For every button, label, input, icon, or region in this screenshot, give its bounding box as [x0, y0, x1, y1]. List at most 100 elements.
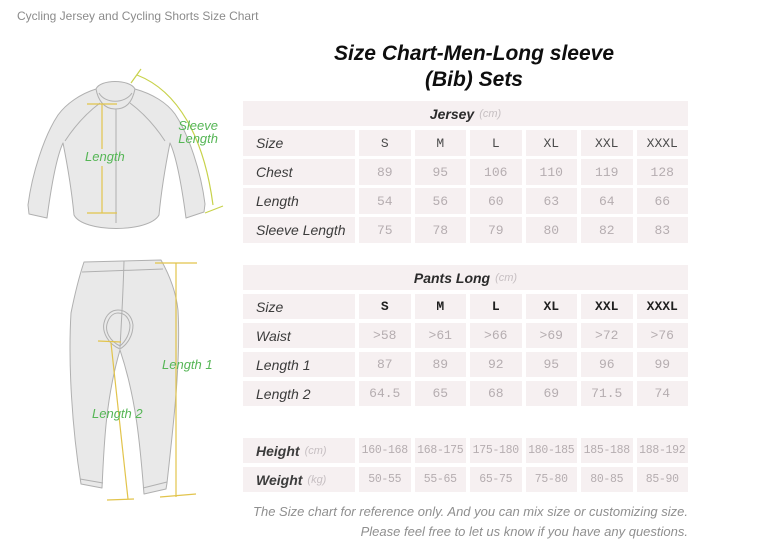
- body-measure-table: Height (cm) 160-168 168-175 175-180 180-…: [243, 438, 688, 496]
- pants-length2-label: Length 2: [92, 406, 143, 421]
- pants-length1-label: Length 1: [162, 357, 213, 372]
- height-value: 160-168: [359, 438, 411, 463]
- pants-length1-value: 89: [414, 352, 466, 377]
- footer-note-line1: The Size chart for reference only. And y…: [253, 504, 688, 519]
- jersey-chest-row: Chest 89 95 106 110 119 128: [243, 159, 688, 185]
- jersey-chest-value: 119: [581, 159, 633, 185]
- jersey-collar-shape: [95, 81, 136, 110]
- jersey-sleeve-length-value: 82: [581, 217, 633, 243]
- jersey-length-value: 54: [359, 188, 411, 214]
- pants-body-shape: [69, 259, 180, 495]
- jersey-length-value: 66: [636, 188, 688, 214]
- jersey-table-unit: (cm): [479, 107, 502, 120]
- jersey-chest-value: 128: [636, 159, 688, 185]
- footer-note-line2: Please feel free to let us know if you h…: [360, 524, 688, 539]
- pants-waist-row: Waist >58 >61 >66 >69 >72 >76: [243, 323, 688, 348]
- jersey-sleeve-length-value: 79: [470, 217, 522, 243]
- pants-length2-value: 71.5: [581, 381, 633, 406]
- pants-waist-value: >72: [581, 323, 633, 348]
- height-row-label: Height (cm): [243, 438, 355, 463]
- jersey-length-value: 63: [525, 188, 577, 214]
- pants-table: Pants Long (cm) Size S M L XL XXL XXXL W…: [243, 265, 688, 410]
- jersey-length-value: 60: [470, 188, 522, 214]
- height-row: Height (cm) 160-168 168-175 175-180 180-…: [243, 438, 688, 463]
- jersey-chest-value: 110: [525, 159, 577, 185]
- pants-waist-value: >66: [470, 323, 522, 348]
- pants-length1-value: 92: [470, 352, 522, 377]
- pants-waist-value: >76: [636, 323, 688, 348]
- jersey-sleeve-length-row-label: Sleeve Length: [243, 217, 355, 243]
- jersey-neck-seam: [98, 92, 133, 102]
- jersey-raglan-seam-left: [64, 102, 101, 142]
- jersey-length-value: 56: [414, 188, 466, 214]
- jersey-sleeve-arc-bottom-tick: [204, 205, 224, 214]
- jersey-table-header: Jersey (cm): [243, 101, 688, 126]
- page-caption: Cycling Jersey and Cycling Shorts Size C…: [17, 9, 259, 23]
- pants-table-header: Pants Long (cm): [243, 265, 688, 290]
- jersey-size-row: Size S M L XL XXL XXXL: [243, 130, 688, 156]
- weight-value: 85-90: [636, 467, 688, 492]
- pants-length2-value: 68: [470, 381, 522, 406]
- jersey-sleeve-length-value: 80: [525, 217, 577, 243]
- pants-length1-bottom-cap: [159, 493, 197, 498]
- weight-value: 50-55: [359, 467, 411, 492]
- pants-length2-line: [110, 342, 129, 500]
- pants-size-cell: S: [359, 294, 411, 319]
- footer-note: The Size chart for reference only. And y…: [243, 502, 688, 542]
- jersey-sleeve-label-line1: Sleeve: [178, 118, 218, 133]
- pants-table-unit: (cm): [495, 271, 518, 284]
- height-value: 180-185: [525, 438, 577, 463]
- jersey-sleeve-length-row: Sleeve Length 75 78 79 80 82 83: [243, 217, 688, 243]
- pants-length2-bottom-cap: [106, 498, 135, 501]
- pants-length1-value: 99: [636, 352, 688, 377]
- pants-length2-row: Length 2 64.5 65 68 69 71.5 74: [243, 381, 688, 406]
- weight-row: Weight (kg) 50-55 55-65 65-75 75-80 80-8…: [243, 467, 688, 492]
- pants-length2-value: 74: [636, 381, 688, 406]
- jersey-chest-value: 95: [414, 159, 466, 185]
- height-value: 168-175: [414, 438, 466, 463]
- jersey-chest-value: 106: [470, 159, 522, 185]
- pants-length1-row: Length 1 87 89 92 95 96 99: [243, 352, 688, 377]
- jersey-figure: [27, 68, 224, 229]
- pants-left-cuff-seam: [79, 478, 104, 484]
- jersey-chest-value: 89: [359, 159, 411, 185]
- jersey-length-value: 64: [581, 188, 633, 214]
- pants-right-cuff-seam: [142, 481, 168, 489]
- pants-size-cell: XXL: [581, 294, 633, 319]
- height-label-text: Height: [256, 442, 300, 459]
- jersey-sleeve-arc-top-tick: [130, 68, 142, 84]
- height-value: 175-180: [470, 438, 522, 463]
- jersey-sleeve-length-label: Sleeve Length: [170, 119, 218, 145]
- height-unit: (cm): [304, 444, 327, 457]
- page-title-line1: Size Chart-Men-Long sleeve: [333, 42, 615, 65]
- pants-waist-value: >69: [525, 323, 577, 348]
- pants-size-row: Size S M L XL XXL XXXL: [243, 294, 688, 319]
- jersey-length-row-label: Length: [243, 188, 355, 214]
- jersey-length-row: Length 54 56 60 63 64 66: [243, 188, 688, 214]
- jersey-raglan-seam-right: [129, 102, 166, 142]
- pants-length2-value: 69: [525, 381, 577, 406]
- pants-size-row-label: Size: [243, 294, 355, 319]
- pants-length2-value: 64.5: [359, 381, 411, 406]
- jersey-size-cell: XXXL: [636, 130, 688, 156]
- jersey-sleeve-length-value: 78: [414, 217, 466, 243]
- jersey-sleeve-length-value: 75: [359, 217, 411, 243]
- height-value: 188-192: [636, 438, 688, 463]
- weight-value: 65-75: [470, 467, 522, 492]
- page-title: Size Chart-Men-Long sleeve (Bib) Sets: [248, 41, 700, 93]
- pants-waist-value: >61: [414, 323, 466, 348]
- jersey-size-row-label: Size: [243, 130, 355, 156]
- jersey-sleeve-length-arc: [136, 74, 214, 206]
- pants-size-cell: XXXL: [636, 294, 688, 319]
- pants-waist-label: Waist: [243, 323, 355, 348]
- pants-figure: [69, 259, 197, 501]
- weight-unit: (kg): [307, 473, 327, 486]
- pants-size-cell: M: [414, 294, 466, 319]
- jersey-size-cell: M: [414, 130, 466, 156]
- pants-length2-top-cap: [97, 340, 122, 343]
- pants-size-cell: XL: [525, 294, 577, 319]
- pants-table-title: Pants Long: [413, 269, 491, 286]
- weight-row-label: Weight (kg): [243, 467, 355, 492]
- jersey-table-title: Jersey: [429, 105, 475, 122]
- weight-label-text: Weight: [256, 471, 303, 488]
